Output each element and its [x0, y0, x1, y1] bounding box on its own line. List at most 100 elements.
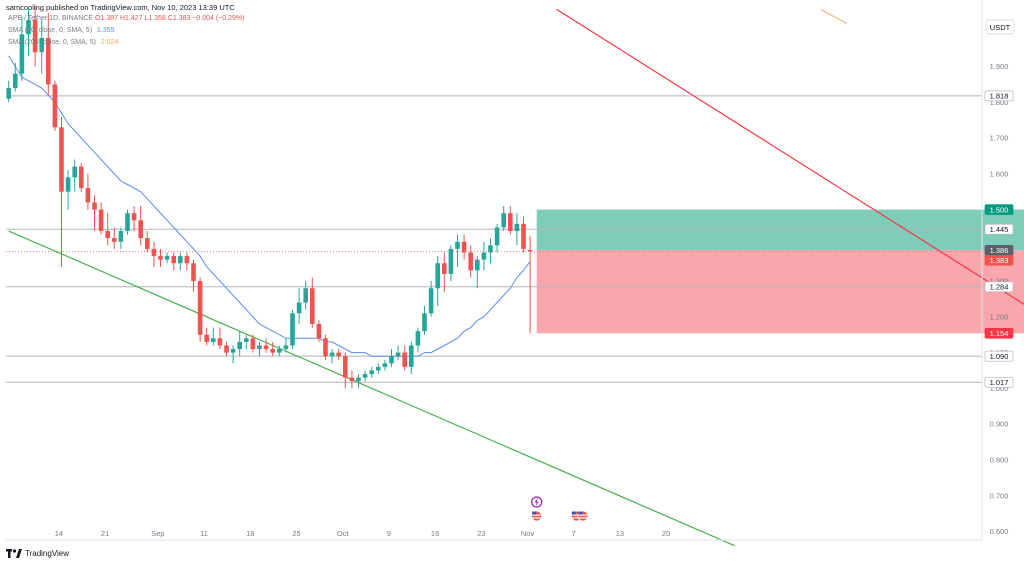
candle — [217, 327, 223, 350]
us-flag-icon-stripe — [532, 514, 541, 516]
candle-body — [72, 166, 77, 178]
candle-body — [105, 231, 110, 239]
candle — [409, 341, 414, 375]
price-label-entry: 1.386 — [984, 244, 1014, 256]
candle-body — [448, 248, 454, 274]
candle-body — [230, 349, 236, 353]
candle-body — [118, 231, 124, 242]
candle-body — [395, 352, 401, 357]
x-axis-tick-label: Sep — [151, 529, 164, 538]
tradingview-logo[interactable]: TradingView — [6, 549, 69, 558]
price-label-box — [984, 254, 1014, 266]
candle — [65, 170, 71, 210]
candle — [178, 252, 183, 271]
y-axis[interactable]: 2.0001.9001.8001.7001.6001.5001.3001.200… — [981, 0, 1015, 540]
candle-body — [257, 345, 262, 350]
candle — [39, 20, 44, 74]
legend-sma200-value: 2.024 — [100, 39, 119, 46]
us-flag-icon-stripe — [572, 514, 581, 516]
candle — [79, 163, 84, 192]
price-label-box — [984, 90, 1014, 102]
us-flag-icon[interactable] — [531, 510, 543, 522]
candle — [488, 238, 493, 264]
x-axis-tick-label: 25 — [292, 529, 300, 538]
candle — [118, 227, 124, 249]
candle — [171, 252, 176, 271]
price-label-text: 1.154 — [990, 329, 1009, 338]
candle — [145, 231, 150, 253]
us-flag-icon-stripe — [572, 517, 581, 519]
resistance-trendline[interactable] — [556, 8, 1024, 313]
candle — [211, 327, 216, 346]
candle — [362, 370, 368, 382]
candle — [481, 241, 487, 271]
candle — [105, 213, 110, 246]
candle — [263, 338, 269, 353]
candle-body — [263, 345, 269, 350]
candle — [277, 345, 282, 357]
candle-body — [184, 256, 190, 264]
us-flag-icon-canton — [571, 511, 576, 515]
candle-body — [19, 34, 25, 74]
candle — [125, 209, 130, 235]
price-label-box — [984, 376, 1014, 388]
legend-sma20-label: SMA (20, close, 0, SMA, 5) — [8, 27, 93, 34]
price-label-level: 1.445 — [984, 223, 1014, 235]
candle — [303, 281, 308, 310]
legend-symbol[interactable]: APE / Tether 1D, BINANCE O1.387 H1.427 L… — [8, 15, 245, 22]
us-flag-icon-stripe — [578, 517, 587, 519]
y-axis-tick-label: 1.200 — [990, 312, 1009, 321]
candle-body — [171, 256, 176, 264]
stop-zone[interactable] — [536, 250, 1024, 334]
candle-body — [409, 345, 414, 367]
us-flag-icon[interactable] — [577, 510, 589, 522]
candle-body — [402, 352, 407, 367]
horizontal-levels — [6, 95, 982, 383]
candle-body — [488, 245, 493, 253]
price-label-text: 1.090 — [990, 352, 1009, 361]
candle-body — [211, 338, 216, 342]
x-axis[interactable]: 14 21 Sep 11 18 25 Oct 9 16 23 Nov 7 13 20 — [6, 529, 982, 541]
candle-body — [382, 363, 388, 367]
events[interactable] — [531, 496, 589, 522]
price-label-box — [984, 281, 1014, 293]
candle-body — [475, 259, 480, 271]
profit-zone[interactable] — [536, 209, 1024, 251]
currency-badge[interactable]: USDT — [985, 19, 1015, 35]
candle — [26, 9, 31, 56]
candle — [191, 259, 196, 292]
candle-body — [428, 288, 434, 314]
candle-body — [455, 241, 460, 249]
candle — [521, 216, 526, 253]
candle-body — [237, 341, 242, 350]
candle-body — [26, 20, 31, 35]
candle — [329, 349, 335, 364]
candle — [316, 320, 322, 342]
legend-sma20[interactable]: SMA (20, close, 0, SMA, 5) 1.355 — [8, 27, 115, 34]
candle — [237, 331, 242, 357]
legend-ohlc: O1.387 H1.427 L1.358 C1.383 −0.004 (−0.2… — [95, 15, 245, 22]
support-trendline[interactable] — [8, 230, 735, 547]
us-flag-icon-canton — [532, 511, 537, 515]
candle — [395, 345, 401, 360]
candle-body — [244, 338, 249, 342]
price-label-text: 1.445 — [990, 225, 1009, 234]
candle-body — [145, 238, 150, 249]
candle — [349, 370, 355, 389]
candle — [501, 205, 506, 232]
lightning-icon[interactable] — [531, 496, 543, 508]
candle-body — [65, 177, 71, 192]
candle — [527, 235, 533, 334]
legend-sma200[interactable]: SMA (200, close, 0, SMA, 5) 2.024 — [8, 39, 118, 46]
price-label-text: 1.386 — [990, 246, 1009, 255]
y-axis-tick-label: 0.700 — [990, 491, 1009, 500]
currency-label: USDT — [990, 23, 1011, 32]
candle — [290, 309, 295, 350]
trendlines[interactable] — [8, 8, 1024, 547]
candle — [442, 252, 447, 292]
candle — [323, 334, 328, 360]
y-axis-tick-label: 1.300 — [990, 277, 1009, 286]
x-axis-tick-label: 9 — [387, 529, 391, 538]
